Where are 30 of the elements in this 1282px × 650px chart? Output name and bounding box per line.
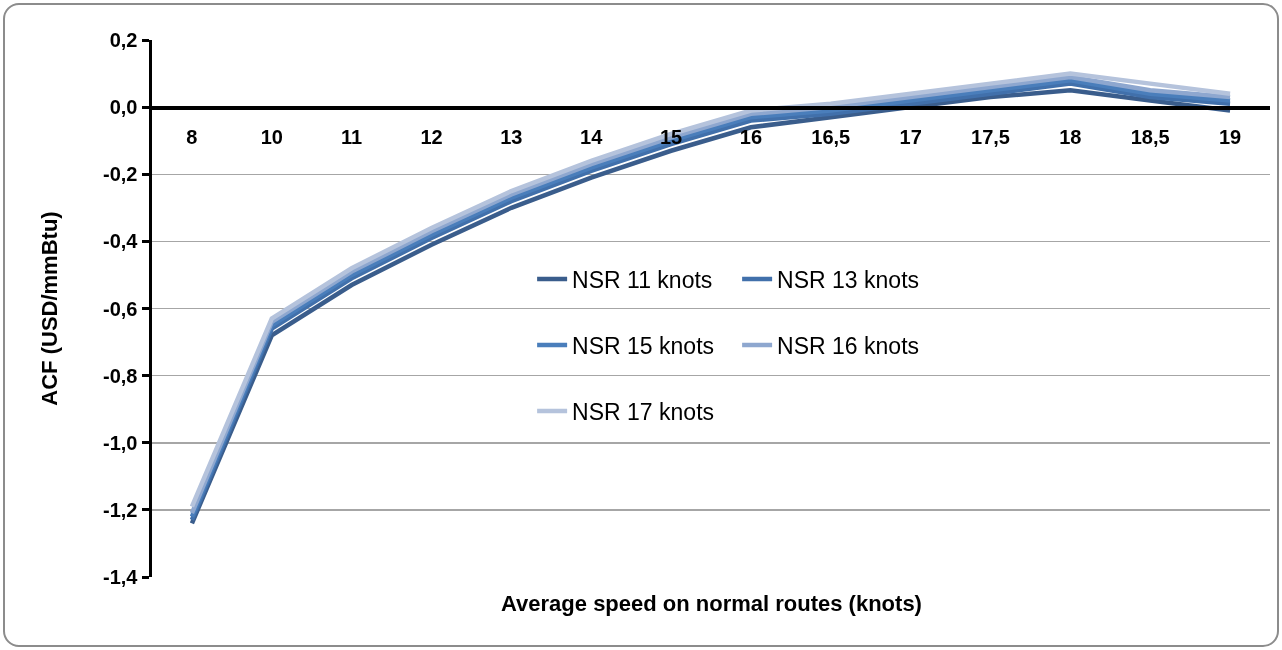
x-tick-label: 14 bbox=[580, 125, 604, 148]
legend-label: NSR 17 knots bbox=[572, 398, 715, 425]
x-tick-label: 17 bbox=[899, 125, 922, 148]
x-tick-label: 12 bbox=[420, 125, 443, 148]
x-axis-title: Average speed on normal routes (knots) bbox=[501, 591, 922, 616]
legend-label: NSR 13 knots bbox=[777, 266, 920, 293]
legend-label: NSR 16 knots bbox=[777, 332, 920, 359]
y-tick-label: -1,4 bbox=[103, 566, 139, 588]
x-tick-label: 17,5 bbox=[971, 125, 1010, 148]
y-axis-title: ACF (USD/mmBtu) bbox=[37, 211, 63, 406]
x-tick-label: 13 bbox=[500, 125, 523, 148]
y-tick-label: -1,2 bbox=[103, 498, 138, 521]
y-tick-label: -0,2 bbox=[103, 163, 138, 186]
x-tick-label: 16 bbox=[739, 125, 763, 148]
legend-label: NSR 11 knots bbox=[572, 266, 713, 293]
x-tick-label: 16,5 bbox=[811, 125, 851, 148]
x-tick-label: 18,5 bbox=[1130, 125, 1170, 148]
x-tick-label: 15 bbox=[659, 125, 683, 148]
y-tick-label: -0,4 bbox=[103, 230, 139, 253]
y-tick-label: 0,0 bbox=[109, 96, 138, 119]
y-tick-label: -1,0 bbox=[103, 431, 138, 454]
legend-label: NSR 15 knots bbox=[572, 332, 715, 359]
x-tick-label: 19 bbox=[1218, 125, 1242, 148]
x-tick-label: 11 bbox=[341, 125, 363, 148]
x-tick-label: 10 bbox=[260, 125, 283, 148]
y-tick-label: 0,2 bbox=[109, 29, 138, 51]
y-tick-label: -0,6 bbox=[103, 297, 138, 320]
x-tick-label: 18 bbox=[1059, 125, 1082, 148]
x-tick-label: 8 bbox=[186, 125, 198, 148]
y-tick-label: -0,8 bbox=[103, 364, 138, 387]
